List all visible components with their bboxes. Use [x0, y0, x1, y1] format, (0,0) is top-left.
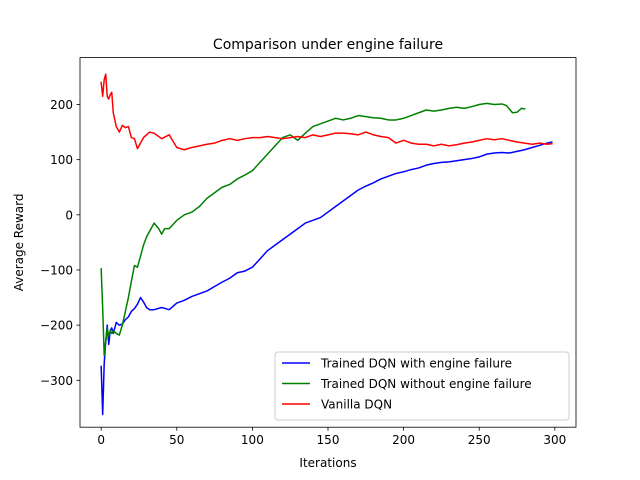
- y-tick-label: −100: [40, 263, 73, 277]
- y-tick-label: 0: [65, 208, 73, 222]
- x-tick-label: 50: [169, 433, 184, 447]
- x-axis-label: Iterations: [299, 456, 356, 470]
- y-axis-ticks: −300 −200 −100 0 100 200: [40, 98, 80, 388]
- y-tick-label: 200: [50, 98, 73, 112]
- y-tick-label: −200: [40, 319, 73, 333]
- x-tick-label: 100: [241, 433, 264, 447]
- legend-label-2: Trained DQN without engine failure: [320, 377, 532, 391]
- legend-label-1: Trained DQN with engine failure: [320, 357, 512, 371]
- y-tick-label: −300: [40, 374, 73, 388]
- legend-box: [274, 351, 570, 421]
- legend-entries: Trained DQN with engine failure Trained D…: [282, 357, 532, 412]
- series-layer: [100, 73, 553, 416]
- x-axis-ticks: 0 50 100 150 200 250 300: [97, 427, 566, 447]
- legend-label-3: Vanilla DQN: [321, 398, 392, 412]
- x-tick-label: 300: [543, 433, 566, 447]
- x-tick-label: 200: [392, 433, 415, 447]
- x-tick-label: 150: [317, 433, 340, 447]
- legend: Trained DQN with engine failure Trained D…: [274, 351, 570, 421]
- y-tick-label: 100: [50, 153, 73, 167]
- x-tick-label: 0: [97, 433, 105, 447]
- x-tick-label: 250: [468, 433, 491, 447]
- y-axis-label: Average Reward: [12, 194, 26, 292]
- series-line-3: [100, 73, 553, 151]
- series-line-1: [100, 141, 553, 416]
- series-line-2: [100, 102, 526, 357]
- chart-title: Comparison under engine failure: [213, 37, 443, 53]
